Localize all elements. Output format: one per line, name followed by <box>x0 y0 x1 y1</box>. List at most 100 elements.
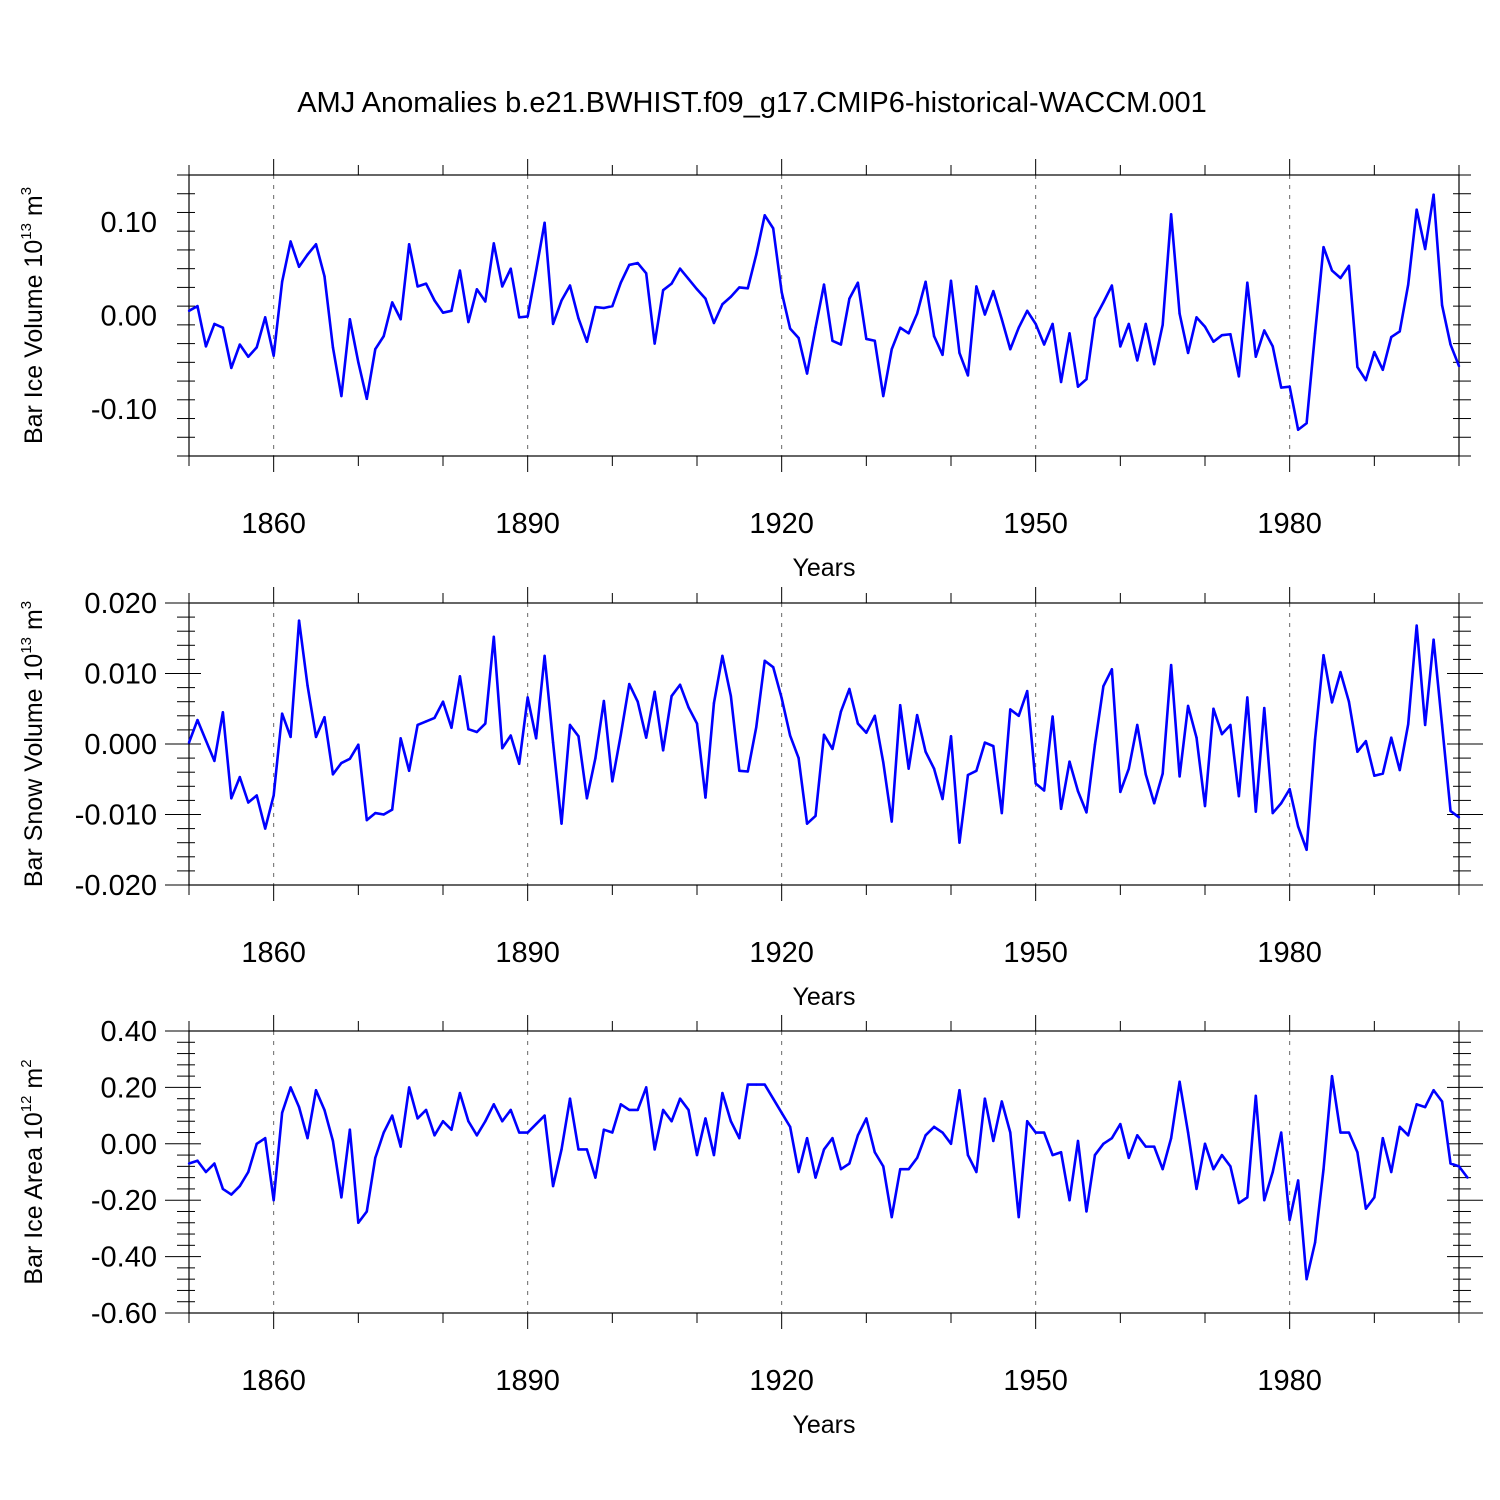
data-point <box>1085 377 1088 381</box>
data-point <box>746 1083 749 1086</box>
data-point <box>1009 708 1012 711</box>
x-tick-label: 1920 <box>749 508 814 540</box>
data-point <box>924 280 927 283</box>
data-point <box>247 1170 250 1174</box>
data-point <box>1398 1125 1401 1129</box>
data-point <box>1085 811 1088 814</box>
data-point <box>1313 737 1317 741</box>
data-point <box>551 322 555 326</box>
data-point <box>661 289 665 292</box>
data-point <box>1000 1100 1003 1103</box>
data-point <box>1169 663 1173 667</box>
data-point <box>1051 1153 1054 1157</box>
data-point <box>721 303 724 306</box>
data-point <box>424 720 428 723</box>
data-point <box>1330 269 1334 272</box>
data-point <box>882 394 885 398</box>
y-tick-label: 0.020 <box>84 588 157 620</box>
data-point <box>1127 1156 1131 1160</box>
data-point <box>949 279 953 283</box>
data-point <box>230 366 233 370</box>
data-point <box>619 733 622 737</box>
data-point <box>1457 1165 1461 1168</box>
data-point <box>1381 368 1385 372</box>
data-point <box>949 735 953 738</box>
data-point <box>1068 1199 1071 1202</box>
data-point <box>873 714 876 717</box>
x-axis-label: Years <box>792 1411 855 1439</box>
data-point <box>958 1089 961 1092</box>
data-point <box>1102 301 1105 304</box>
y-axis-label: Bar Ice Area 1012 m2 <box>18 1059 48 1284</box>
data-point <box>357 361 360 364</box>
data-point <box>1136 359 1139 362</box>
y-tick-label: 0.40 <box>101 1016 157 1048</box>
data-point <box>1127 767 1131 770</box>
data-point <box>374 348 377 351</box>
x-tick-label: 1950 <box>1003 508 1068 540</box>
data-point <box>1305 848 1308 851</box>
panel-snow-volume: -0.020 -0.010 0.000 0.010 0.020 1860 1890 1920 1… <box>18 587 1483 1011</box>
data-point <box>1203 1142 1207 1146</box>
data-point <box>1026 689 1029 693</box>
data-point <box>890 348 893 351</box>
data-point <box>661 749 665 752</box>
data-point <box>1203 804 1207 808</box>
data-point <box>1330 701 1334 704</box>
data-point <box>323 1108 326 1112</box>
data-point <box>382 334 385 338</box>
data-point <box>289 735 292 739</box>
data-point <box>1322 653 1325 657</box>
data-point <box>721 654 724 658</box>
data-point <box>873 1151 876 1154</box>
data-point <box>492 1103 495 1106</box>
data-point <box>653 1148 656 1151</box>
data-point <box>272 354 275 357</box>
y-axis-label-unit: m <box>20 609 48 637</box>
data-point <box>348 318 352 321</box>
data-point <box>526 1131 529 1134</box>
data-point <box>331 773 335 776</box>
data-point <box>670 282 673 285</box>
data-point <box>484 722 487 725</box>
data-point <box>1153 1145 1156 1148</box>
data-point <box>1102 684 1105 688</box>
data-point <box>1051 322 1054 326</box>
data-point <box>407 1086 411 1089</box>
data-point <box>738 769 741 772</box>
data-point <box>407 243 411 246</box>
data-point <box>1432 1089 1435 1092</box>
data-point <box>831 1136 834 1140</box>
data-point <box>873 339 876 342</box>
data-point <box>763 214 766 217</box>
data-point <box>865 1117 868 1120</box>
data-point <box>645 272 648 275</box>
data-point <box>331 346 335 349</box>
data-point <box>1212 707 1215 710</box>
data-point <box>1305 1277 1308 1281</box>
data-point <box>357 1221 360 1224</box>
data-point <box>602 699 606 703</box>
data-point <box>501 1120 504 1123</box>
data-point <box>1423 1105 1427 1109</box>
data-point <box>1407 1134 1410 1137</box>
data-point <box>340 1196 343 1199</box>
data-point <box>1026 1120 1029 1123</box>
data-point <box>1017 326 1020 329</box>
data-point <box>1296 428 1300 431</box>
data-point <box>1373 774 1376 777</box>
data-point <box>932 1125 936 1129</box>
data-point <box>704 297 707 300</box>
data-point <box>746 287 749 290</box>
data-point <box>1161 323 1164 327</box>
data-point <box>788 1125 792 1129</box>
data-point <box>391 1114 394 1117</box>
data-point <box>458 1091 462 1095</box>
data-point <box>1356 1151 1359 1154</box>
data-point <box>187 741 191 744</box>
data-point <box>1423 723 1427 727</box>
data-point <box>382 813 385 816</box>
data-point <box>1237 794 1241 798</box>
data-point <box>1237 1201 1241 1205</box>
data-points-ice-area <box>187 1074 1469 1281</box>
